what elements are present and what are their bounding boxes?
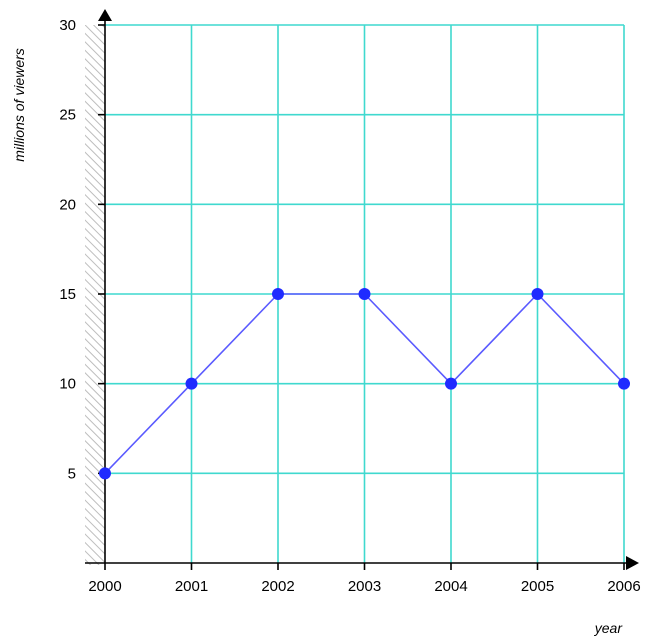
y-axis-arrow [98, 9, 112, 21]
x-tick-label: 2004 [434, 578, 467, 595]
x-tick-label: 2005 [521, 578, 554, 595]
data-point [272, 288, 284, 300]
x-axis-arrow [626, 556, 639, 570]
y-tick-label: 20 [59, 196, 76, 213]
y-tick-label: 30 [59, 17, 76, 34]
data-point [99, 467, 111, 480]
data-point [185, 377, 198, 390]
data-point [618, 377, 630, 390]
x-axis-title: year [594, 620, 624, 636]
data-point [358, 288, 371, 300]
data-point [445, 377, 457, 390]
y-tick-label: 15 [59, 286, 76, 303]
y-tick-label: 25 [59, 107, 76, 124]
y-tick-label: 10 [59, 376, 76, 393]
y-axis-break-hatch [85, 25, 105, 565]
tick-labels: 2000 2001 2002 2003 2004 2005 2006 5 10 15 20 25 30 [59, 17, 640, 595]
series [99, 288, 630, 480]
x-tick-label: 2000 [88, 578, 121, 595]
x-tick-label: 2001 [175, 578, 208, 595]
x-tick-label: 2003 [348, 578, 381, 595]
x-tick-label: 2006 [607, 578, 640, 595]
y-axis-title: millions of viewers [11, 48, 27, 162]
x-tick-label: 2002 [261, 578, 294, 595]
y-tick-label: 5 [68, 465, 76, 482]
data-point [531, 288, 544, 300]
